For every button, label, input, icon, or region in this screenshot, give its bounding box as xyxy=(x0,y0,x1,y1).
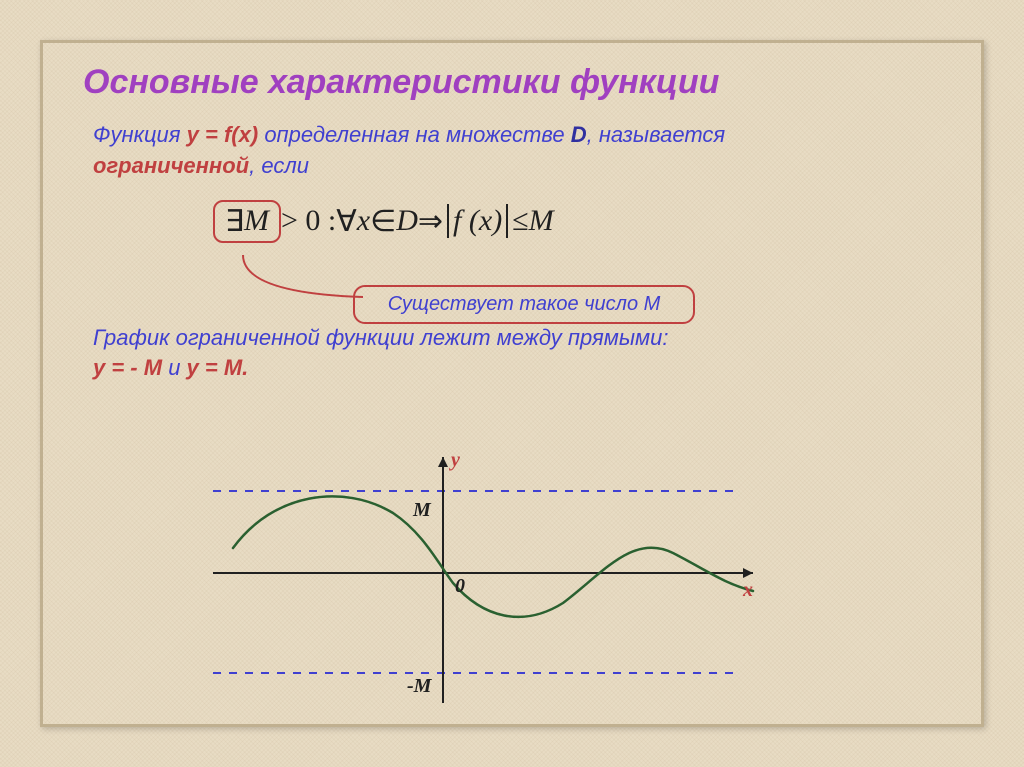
sym-M2: M xyxy=(529,204,554,238)
def-tail: , если xyxy=(249,153,309,178)
graph-line1: График ограниченной функции лежит между … xyxy=(93,325,668,350)
y-axis-label: y xyxy=(451,449,460,472)
graph-and: и xyxy=(162,355,186,380)
sym-x: x xyxy=(357,204,370,238)
def-mid: определенная на множестве xyxy=(258,122,571,147)
sym-gt0: > 0 : xyxy=(281,204,336,238)
sym-fclose: ) xyxy=(492,204,502,237)
sym-D: D xyxy=(396,204,418,238)
sym-in: ∈ xyxy=(370,204,396,239)
def-fn: y = f(x) xyxy=(187,122,259,147)
sym-fvar: x xyxy=(479,204,492,237)
M-top-label: M xyxy=(413,499,431,522)
bounded-function-chart: y x 0 M -M xyxy=(213,443,773,703)
sym-fopen: f ( xyxy=(453,204,479,237)
x-axis-label: x xyxy=(743,579,753,602)
def-pre: Функция xyxy=(93,122,187,147)
def-post: , называется xyxy=(587,122,726,147)
definition-text: Функция y = f(x) определенная на множест… xyxy=(93,120,951,182)
sym-M: M xyxy=(244,204,269,238)
callout-connector xyxy=(238,253,368,303)
def-bounded: ограниченной xyxy=(93,153,249,178)
sym-forall: ∀ xyxy=(336,204,357,239)
sym-exists: ∃ xyxy=(225,204,244,239)
M-bottom-label: -M xyxy=(407,675,431,698)
graph-yneg: y = - M xyxy=(93,355,162,380)
graph-description: График ограниченной функции лежит между … xyxy=(93,323,951,385)
abs-value: f (x) xyxy=(447,204,508,238)
sym-implies: ⇒ xyxy=(418,204,443,239)
formula: ∃M > 0 : ∀x ∈ D ⇒ f (x) ≤ M xyxy=(213,200,951,243)
def-set: D xyxy=(571,122,587,147)
sym-le: ≤ xyxy=(512,204,528,238)
graph-ypos: y = M. xyxy=(187,355,249,380)
slide-title: Основные характеристики функции xyxy=(83,63,951,102)
origin-label: 0 xyxy=(455,575,465,598)
chart-svg xyxy=(213,443,773,703)
callout-box: Существует такое число М xyxy=(353,285,695,324)
formula-exists-box: ∃M xyxy=(213,200,281,243)
slide-frame: Основные характеристики функции Функция … xyxy=(40,40,984,727)
